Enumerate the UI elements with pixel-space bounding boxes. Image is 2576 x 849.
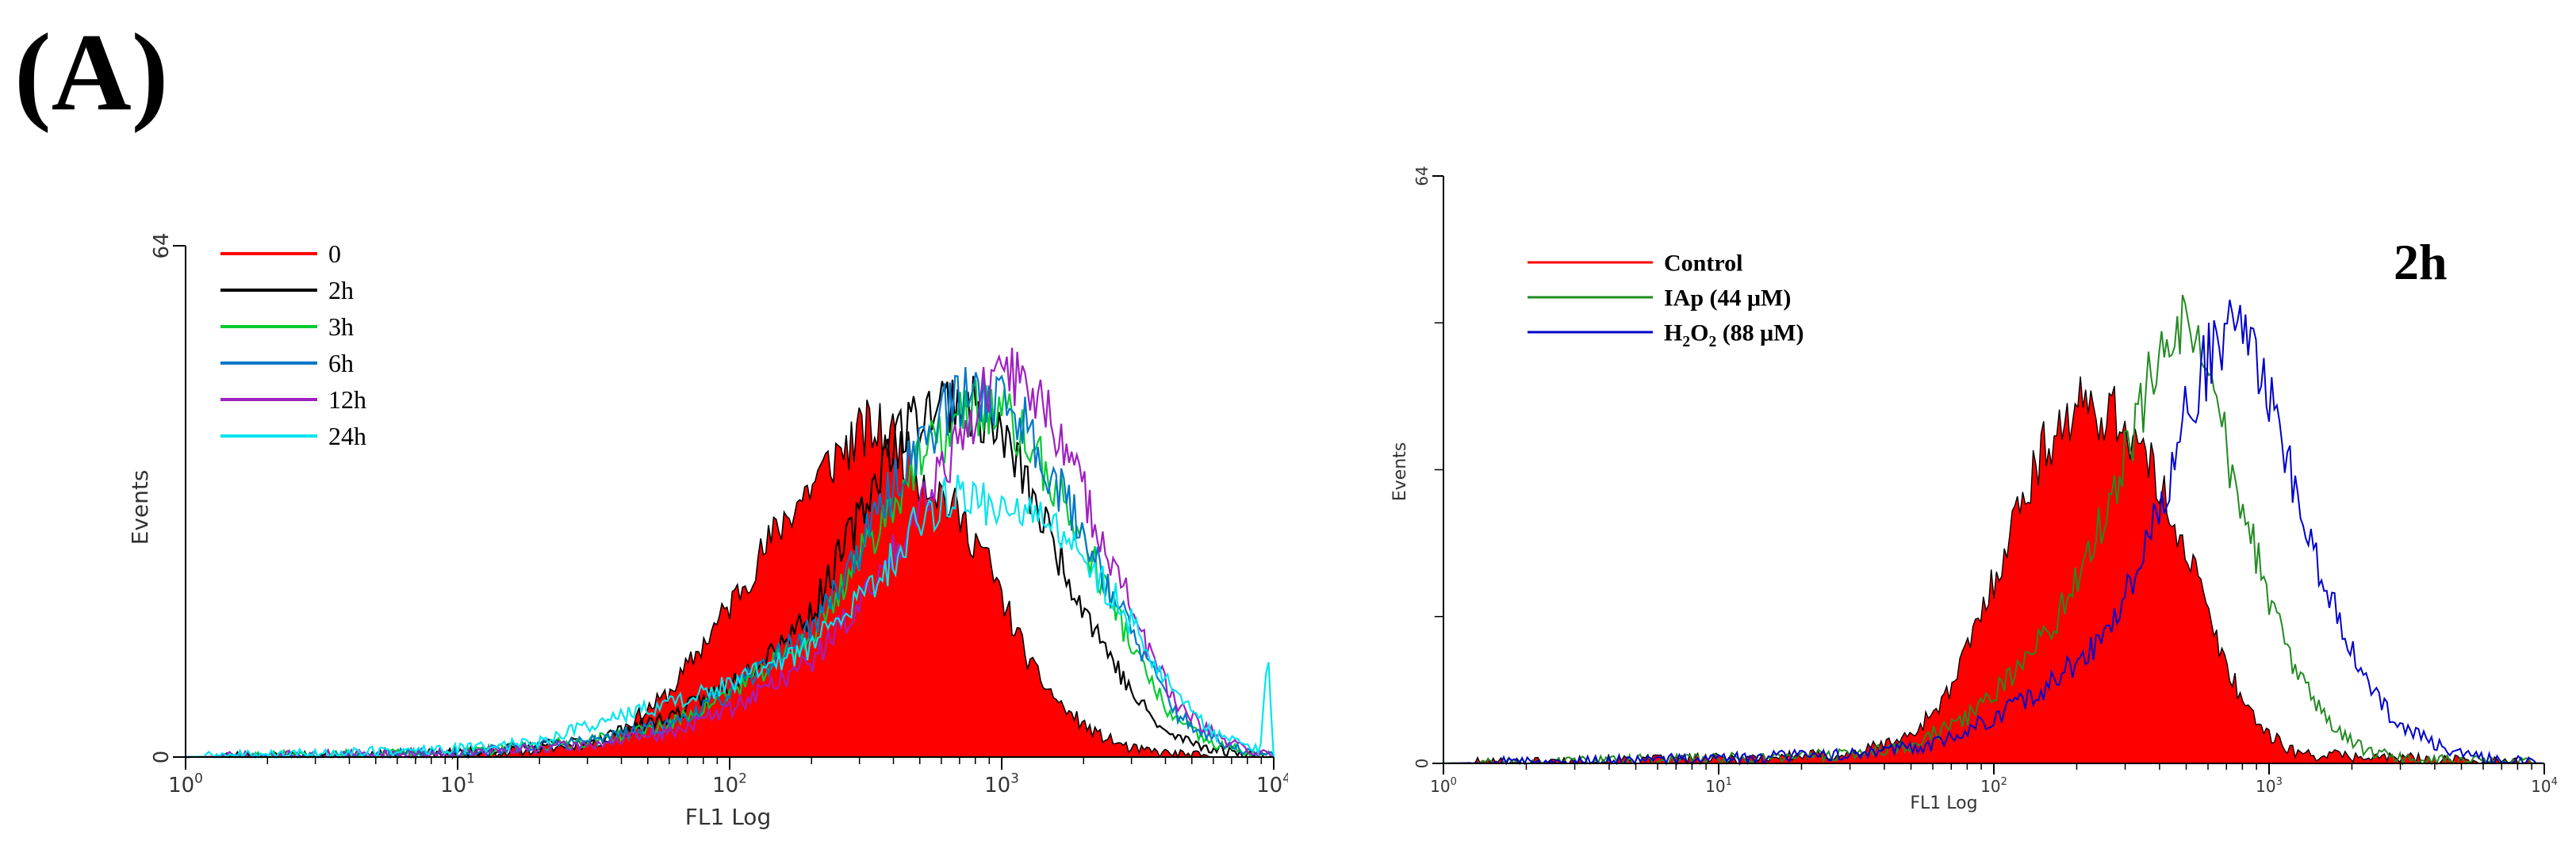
legend-label: 24h: [328, 422, 366, 450]
legend-label: H2O2 (88 μM): [1664, 320, 1804, 351]
legend: Control IAp (44 μM) H2O2 (88 μM): [1528, 250, 1804, 351]
y-tick-label: 0: [150, 751, 174, 764]
chart-title: 2h: [2394, 234, 2448, 290]
series-line-5: [185, 474, 1275, 759]
x-axis-title: FL1 Log: [1910, 794, 1977, 813]
x-tick-label: 103: [984, 770, 1019, 797]
y-axis: 0 64: [1413, 166, 1444, 769]
x-tick-label: 104: [2531, 776, 2558, 796]
x-tick-label: 100: [168, 770, 203, 797]
y-axis-title: Events: [1390, 442, 1410, 502]
y-tick-label: 64: [1413, 166, 1432, 185]
legend-label: 3h: [328, 312, 354, 341]
x-axis: 100 101 102 103 104: [168, 756, 1288, 797]
plot-area: [185, 347, 1275, 760]
legend-label: Control: [1664, 250, 1742, 277]
x-tick-label: 101: [440, 770, 475, 797]
legend-label: 2h: [328, 276, 354, 304]
y-tick-label: 0: [1413, 759, 1432, 769]
x-tick-label: 104: [1256, 770, 1288, 797]
legend-label: 6h: [328, 349, 354, 377]
y-axis-title: Events: [127, 470, 153, 545]
x-axis-title: FL1 Log: [685, 804, 771, 830]
legend-label: 12h: [328, 385, 366, 414]
legend: 0 2h 3h 6h 12h 24h: [220, 239, 366, 450]
plot-area: [1443, 294, 2545, 767]
x-tick-label: 102: [712, 770, 747, 797]
histogram-chart-time-course: 100 101 102 103 104 0 64 FL1 Log Events 0 2h 3h…: [127, 232, 1288, 830]
x-tick-label: 101: [1705, 776, 1732, 796]
histogram-chart-2h: 100 101 102 103 104 0 64 FL1 Log Events Contr…: [1390, 166, 2558, 813]
x-tick-label: 102: [1980, 776, 2007, 796]
x-tick-label: 100: [1430, 776, 1457, 796]
y-tick-label: 64: [150, 232, 174, 258]
x-tick-label: 103: [2256, 776, 2283, 796]
x-axis: 100 101 102 103 104: [1430, 763, 2558, 796]
series-line-2: [1443, 300, 2545, 767]
legend-label: 0: [328, 239, 341, 268]
y-axis: 0 64: [150, 232, 186, 763]
panel-label: (A): [14, 11, 169, 134]
legend-label: IAp (44 μM): [1664, 285, 1791, 312]
series-area-0: [1443, 376, 2545, 765]
